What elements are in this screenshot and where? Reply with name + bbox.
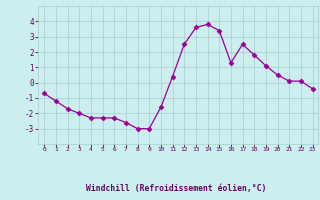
Text: Windchill (Refroidissement éolien,°C): Windchill (Refroidissement éolien,°C) xyxy=(86,184,266,192)
